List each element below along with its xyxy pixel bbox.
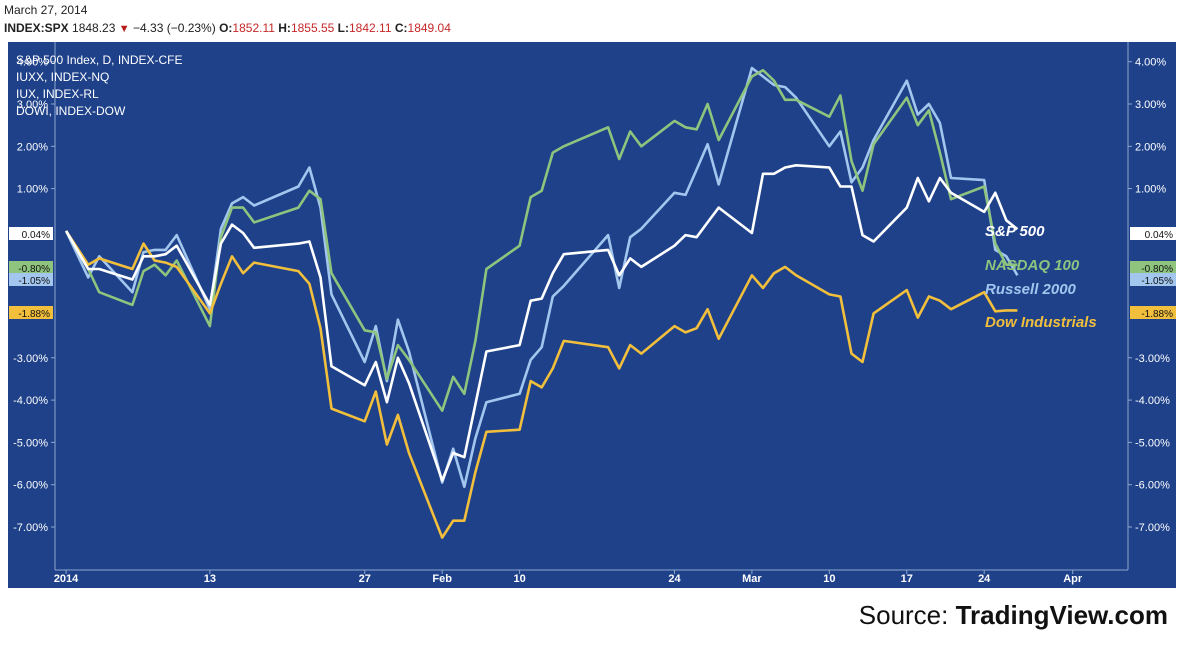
value-tag-right: [1130, 261, 1176, 274]
series-line-1[interactable]: [64, 68, 1018, 413]
high-label: H:: [278, 21, 291, 35]
y-tick-label-right: 2.00%: [1135, 141, 1166, 153]
y-tick-label-right: -6.00%: [1135, 480, 1170, 492]
y-tick-label-right: -4.00%: [1135, 395, 1170, 407]
legend-entry: IUXX, INDEX-NQ: [16, 70, 109, 84]
series-name-label: NASDAQ 100: [985, 257, 1080, 274]
series-line-3[interactable]: [65, 230, 1018, 539]
value-tag-right: [1130, 306, 1176, 319]
close-value: 1849.04: [407, 21, 451, 35]
series-name-label: Dow Industrials: [985, 314, 1097, 331]
close-label: C:: [394, 21, 408, 35]
quote-bar: INDEX:SPX 1848.23 ▼ −4.33 (−0.23%) O:185…: [4, 21, 451, 35]
x-tick-label: Mar: [742, 573, 762, 585]
low-label: L:: [337, 21, 349, 35]
y-tick-label-left: -6.00%: [13, 480, 48, 492]
y-tick-label-left: 1.00%: [17, 184, 48, 196]
legend-entry: S&P 500 Index, D, INDEX-CFE: [16, 53, 183, 67]
chart-date: March 27, 2014: [4, 3, 88, 17]
x-tick-label: 13: [204, 573, 216, 585]
value-tag-text: -0.80%: [18, 264, 50, 275]
legend-entry: IUX, INDEX-RL: [16, 87, 99, 101]
y-tick-label-right: 1.00%: [1135, 184, 1166, 196]
high-value: 1855.55: [290, 21, 335, 35]
x-tick-label: 17: [901, 573, 913, 585]
value-tag-text: -1.88%: [1141, 309, 1173, 320]
y-tick-label-right: 4.00%: [1135, 57, 1166, 69]
y-tick-label-right: 3.00%: [1135, 99, 1166, 111]
y-tick-label-right: -3.00%: [1135, 353, 1170, 365]
series-name-label: Russell 2000: [985, 281, 1077, 298]
y-tick-label-left: 4.00%: [17, 57, 48, 69]
value-tag-text: -1.88%: [18, 309, 50, 320]
value-tag-left: [9, 261, 53, 274]
value-tag-left: [9, 273, 53, 286]
value-tag-text: -1.05%: [18, 276, 50, 287]
y-tick-label-left: 3.00%: [17, 99, 48, 111]
x-tick-label: 10: [513, 573, 525, 585]
open-value: 1852.11: [232, 21, 275, 35]
y-tick-label-right: -7.00%: [1135, 522, 1170, 534]
value-tag-text: 0.04%: [1145, 230, 1173, 241]
value-tag-left: [9, 227, 53, 240]
down-arrow-icon: ▼: [118, 23, 130, 35]
value-tag-left: [9, 306, 53, 319]
source-name: TradingView.com: [955, 600, 1168, 630]
legend-entry: DOWI, INDEX-DOW: [16, 104, 126, 118]
value-tag-right: [1130, 227, 1176, 240]
value-tag-text: -0.80%: [1141, 264, 1173, 275]
y-tick-label-left: 2.00%: [17, 141, 48, 153]
price-change: −4.33 (−0.23%): [133, 21, 216, 35]
low-value: 1842.11: [349, 21, 392, 35]
y-tick-label-left: -7.00%: [13, 522, 48, 534]
y-tick-label-left: -4.00%: [13, 395, 48, 407]
symbol-label[interactable]: INDEX:SPX: [4, 21, 69, 35]
source-prefix: Source:: [858, 600, 956, 630]
y-tick-label-left: -3.00%: [13, 353, 48, 365]
series-line-0[interactable]: [64, 164, 1019, 482]
y-tick-label-left: -5.00%: [13, 437, 48, 449]
x-tick-label: Feb: [432, 573, 452, 585]
x-tick-label: 2014: [54, 573, 79, 585]
x-tick-label: 10: [823, 573, 835, 585]
series-line-2[interactable]: [64, 66, 1019, 489]
y-tick-label-right: -5.00%: [1135, 437, 1170, 449]
open-label: O:: [219, 21, 233, 35]
value-tag-text: -1.05%: [1141, 276, 1173, 287]
x-tick-label: Apr: [1063, 573, 1083, 585]
last-price: 1848.23: [72, 21, 116, 35]
value-tag-right: [1130, 273, 1176, 286]
x-tick-label: 24: [668, 573, 681, 585]
x-tick-label: 27: [359, 573, 371, 585]
source-credit: Source: TradingView.com: [859, 600, 1168, 631]
series-name-label: S&P 500: [985, 223, 1045, 240]
value-tag-text: 0.04%: [22, 230, 50, 241]
x-tick-label: 24: [978, 573, 991, 585]
